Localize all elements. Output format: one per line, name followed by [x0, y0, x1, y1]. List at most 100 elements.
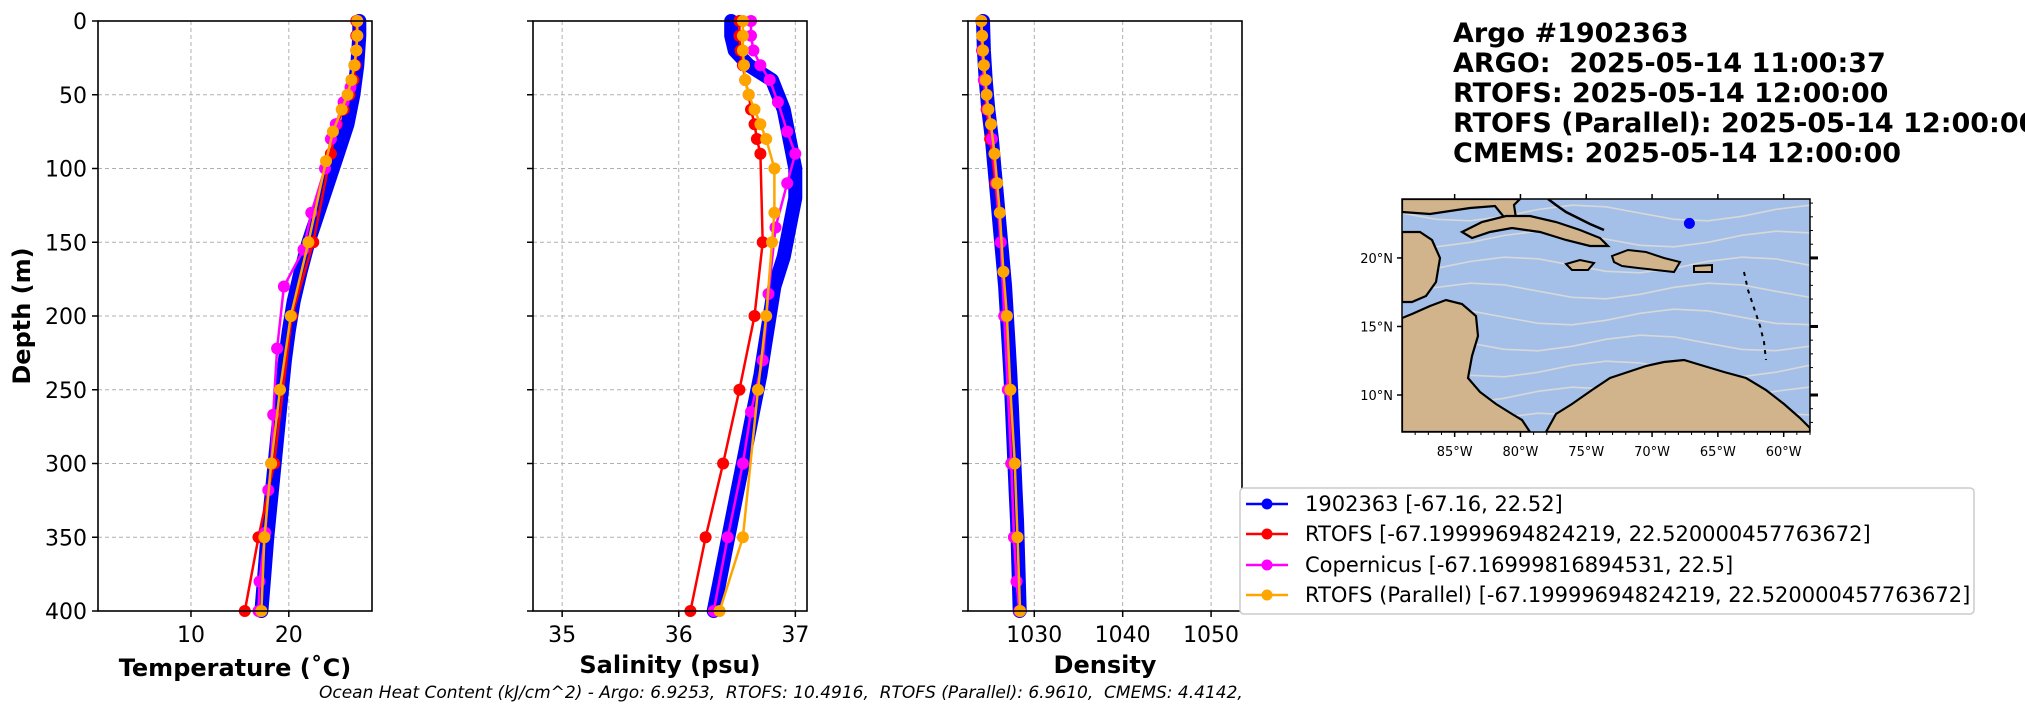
map-streamline: [1402, 256, 1810, 274]
legend-label-argo: 1902363 [-67.16, 22.52]: [1305, 492, 1563, 516]
salinity-series-3-point: [768, 162, 781, 175]
salinity-series-3-point: [760, 133, 773, 145]
temperature-series-3-point: [335, 103, 348, 116]
legend-box: [1239, 487, 1975, 615]
density-series-3-point: [1000, 310, 1013, 322]
legend-label-copernicus: Copernicus [-67.16999816894531, 22.5]: [1305, 553, 1733, 577]
map-lon-label: 85°W: [1437, 445, 1473, 460]
temperature-series-2-point: [271, 342, 284, 355]
salinity-series-2-point: [781, 177, 794, 190]
density-series-3-point: [980, 88, 993, 101]
land-hispaniola: [1610, 248, 1682, 274]
legend-marker-copernicus: [1261, 559, 1273, 571]
legend-marker-argo: [1261, 498, 1273, 510]
density-xticks: 1030 1040 1050: [1006, 611, 1239, 648]
map-lat-label: 20°N: [1360, 252, 1393, 267]
salinity-series-3-point: [742, 88, 755, 101]
temperature-xticks: 10 20: [177, 611, 303, 648]
density-series-2-point: [1010, 575, 1023, 588]
land-lesser-antilles: [1743, 271, 1767, 361]
depth-ytick-label: 150: [45, 231, 87, 256]
legend-entry-rtofs-parallel: RTOFS (Parallel) [-67.19999694824219, 22…: [1246, 583, 1970, 607]
map-ticks: 85°W 80°W 75°W 70°W 65°W 60°W 20°N 15°N 10°N: [1360, 194, 1818, 460]
salinity-series-2-point: [763, 74, 776, 86]
salinity-series-3-point: [766, 236, 778, 249]
depth-yticks: 0 50 100 150 200 250 300 350 400: [45, 10, 98, 625]
salinity-series-3-point: [768, 206, 781, 219]
depth-ytick-label: 400: [45, 600, 87, 625]
salinity-series: [684, 14, 803, 618]
salinity-series-2-point: [747, 44, 760, 57]
title-cmems-time: CMEMS: 2025-05-14 12:00:00: [1453, 138, 1901, 169]
depth-ytick-label: 0: [73, 10, 87, 35]
land-central-america: [1402, 298, 1532, 432]
density-series-3-point: [977, 44, 989, 57]
salinity-series-2-point: [721, 531, 734, 544]
land-yucatan: [1402, 230, 1442, 304]
salinity-series-3-point: [738, 59, 750, 72]
map-lon-label: 60°W: [1766, 445, 1802, 460]
temperature-series-3-point: [258, 531, 271, 544]
temperature-xtick-label: 20: [275, 623, 303, 648]
title-float-id: Argo #1902363: [1453, 18, 1689, 49]
depth-ytick-label: 300: [45, 453, 87, 478]
salinity-series-3-point: [748, 103, 761, 116]
salinity-series-1-point: [750, 133, 763, 145]
land-cuba: [1459, 214, 1611, 248]
legend-marker-rtofs: [1261, 528, 1273, 540]
legend-marker-rtofs-parallel: [1261, 589, 1273, 601]
salinity-xlabel: Salinity (psu): [579, 651, 760, 679]
salinity-series-2-point: [745, 405, 757, 418]
temperature-series: [238, 14, 367, 618]
map-lat-label: 15°N: [1360, 320, 1393, 335]
density-panel: 1030 1040 1050 Density: [962, 14, 1243, 679]
legend-entry-copernicus: Copernicus [-67.16999816894531, 22.5]: [1246, 553, 1733, 577]
density-series-3-point: [993, 206, 1006, 219]
density-series-3-point: [979, 74, 992, 86]
density-series-3-point: [985, 118, 997, 131]
depth-ylabel: Depth (m): [8, 247, 36, 384]
land-south-america: [1544, 358, 1810, 432]
salinity-series-2-point: [769, 221, 782, 234]
temperature-series-3-point: [350, 44, 363, 57]
map-content: [1402, 199, 1810, 432]
depth-ytick-label: 350: [45, 526, 87, 551]
salinity-series-1-point: [756, 236, 769, 249]
temperature-series-3-point: [274, 383, 286, 396]
density-series-3-point: [991, 177, 1004, 190]
salinity-series-2-point: [736, 457, 749, 470]
land-jamaica: [1564, 258, 1596, 271]
title-rtofs-time: RTOFS: 2025-05-14 12:00:00: [1453, 78, 1888, 109]
land-bahamas: [1547, 199, 1605, 232]
map-lon-label: 70°W: [1634, 445, 1670, 460]
density-xlabel: Density: [1054, 651, 1157, 679]
legend-label-rtofs: RTOFS [-67.19999694824219, 22.5200004577…: [1305, 522, 1871, 546]
temperature-series-2-point: [277, 280, 290, 293]
density-series-3-point: [1004, 383, 1017, 396]
salinity-series-3-point: [760, 310, 773, 322]
land-puerto-rico: [1693, 263, 1713, 273]
depth-ytick-label: 250: [45, 379, 87, 404]
salinity-series-1-point: [754, 147, 767, 160]
density-series-3-point: [997, 265, 1010, 278]
temperature-series-3-point: [320, 155, 332, 168]
title-block: Argo #1902363 ARGO: 2025-05-14 11:00:37 …: [1453, 18, 2025, 169]
temperature-xtick-label: 10: [177, 623, 205, 648]
temperature-series-3-point: [345, 74, 358, 86]
map-streamline: [1402, 282, 1810, 300]
salinity-series-3-point: [736, 531, 749, 544]
salinity-xticks: 35 36 37: [548, 611, 809, 648]
legend: 1902363 [-67.16, 22.52] RTOFS [-67.19999…: [1239, 487, 1975, 615]
map-lon-label: 75°W: [1568, 445, 1604, 460]
ocean-heat-content-footer: Ocean Heat Content (kJ/cm^2) - Argo: 6.9…: [319, 683, 1243, 703]
salinity-series-3-point: [736, 29, 749, 42]
map-streamline: [1402, 230, 1810, 248]
legend-entry-rtofs: RTOFS [-67.19999694824219, 22.5200004577…: [1246, 522, 1871, 546]
salinity-series-2-point: [789, 147, 802, 160]
map-lon-label: 65°W: [1700, 445, 1736, 460]
depth-ytick-label: 100: [45, 158, 87, 183]
salinity-series-1-line: [689, 21, 764, 612]
salinity-panel: 35 36 37 Salinity (psu): [527, 14, 809, 679]
temperature-series-3-point: [265, 457, 278, 470]
